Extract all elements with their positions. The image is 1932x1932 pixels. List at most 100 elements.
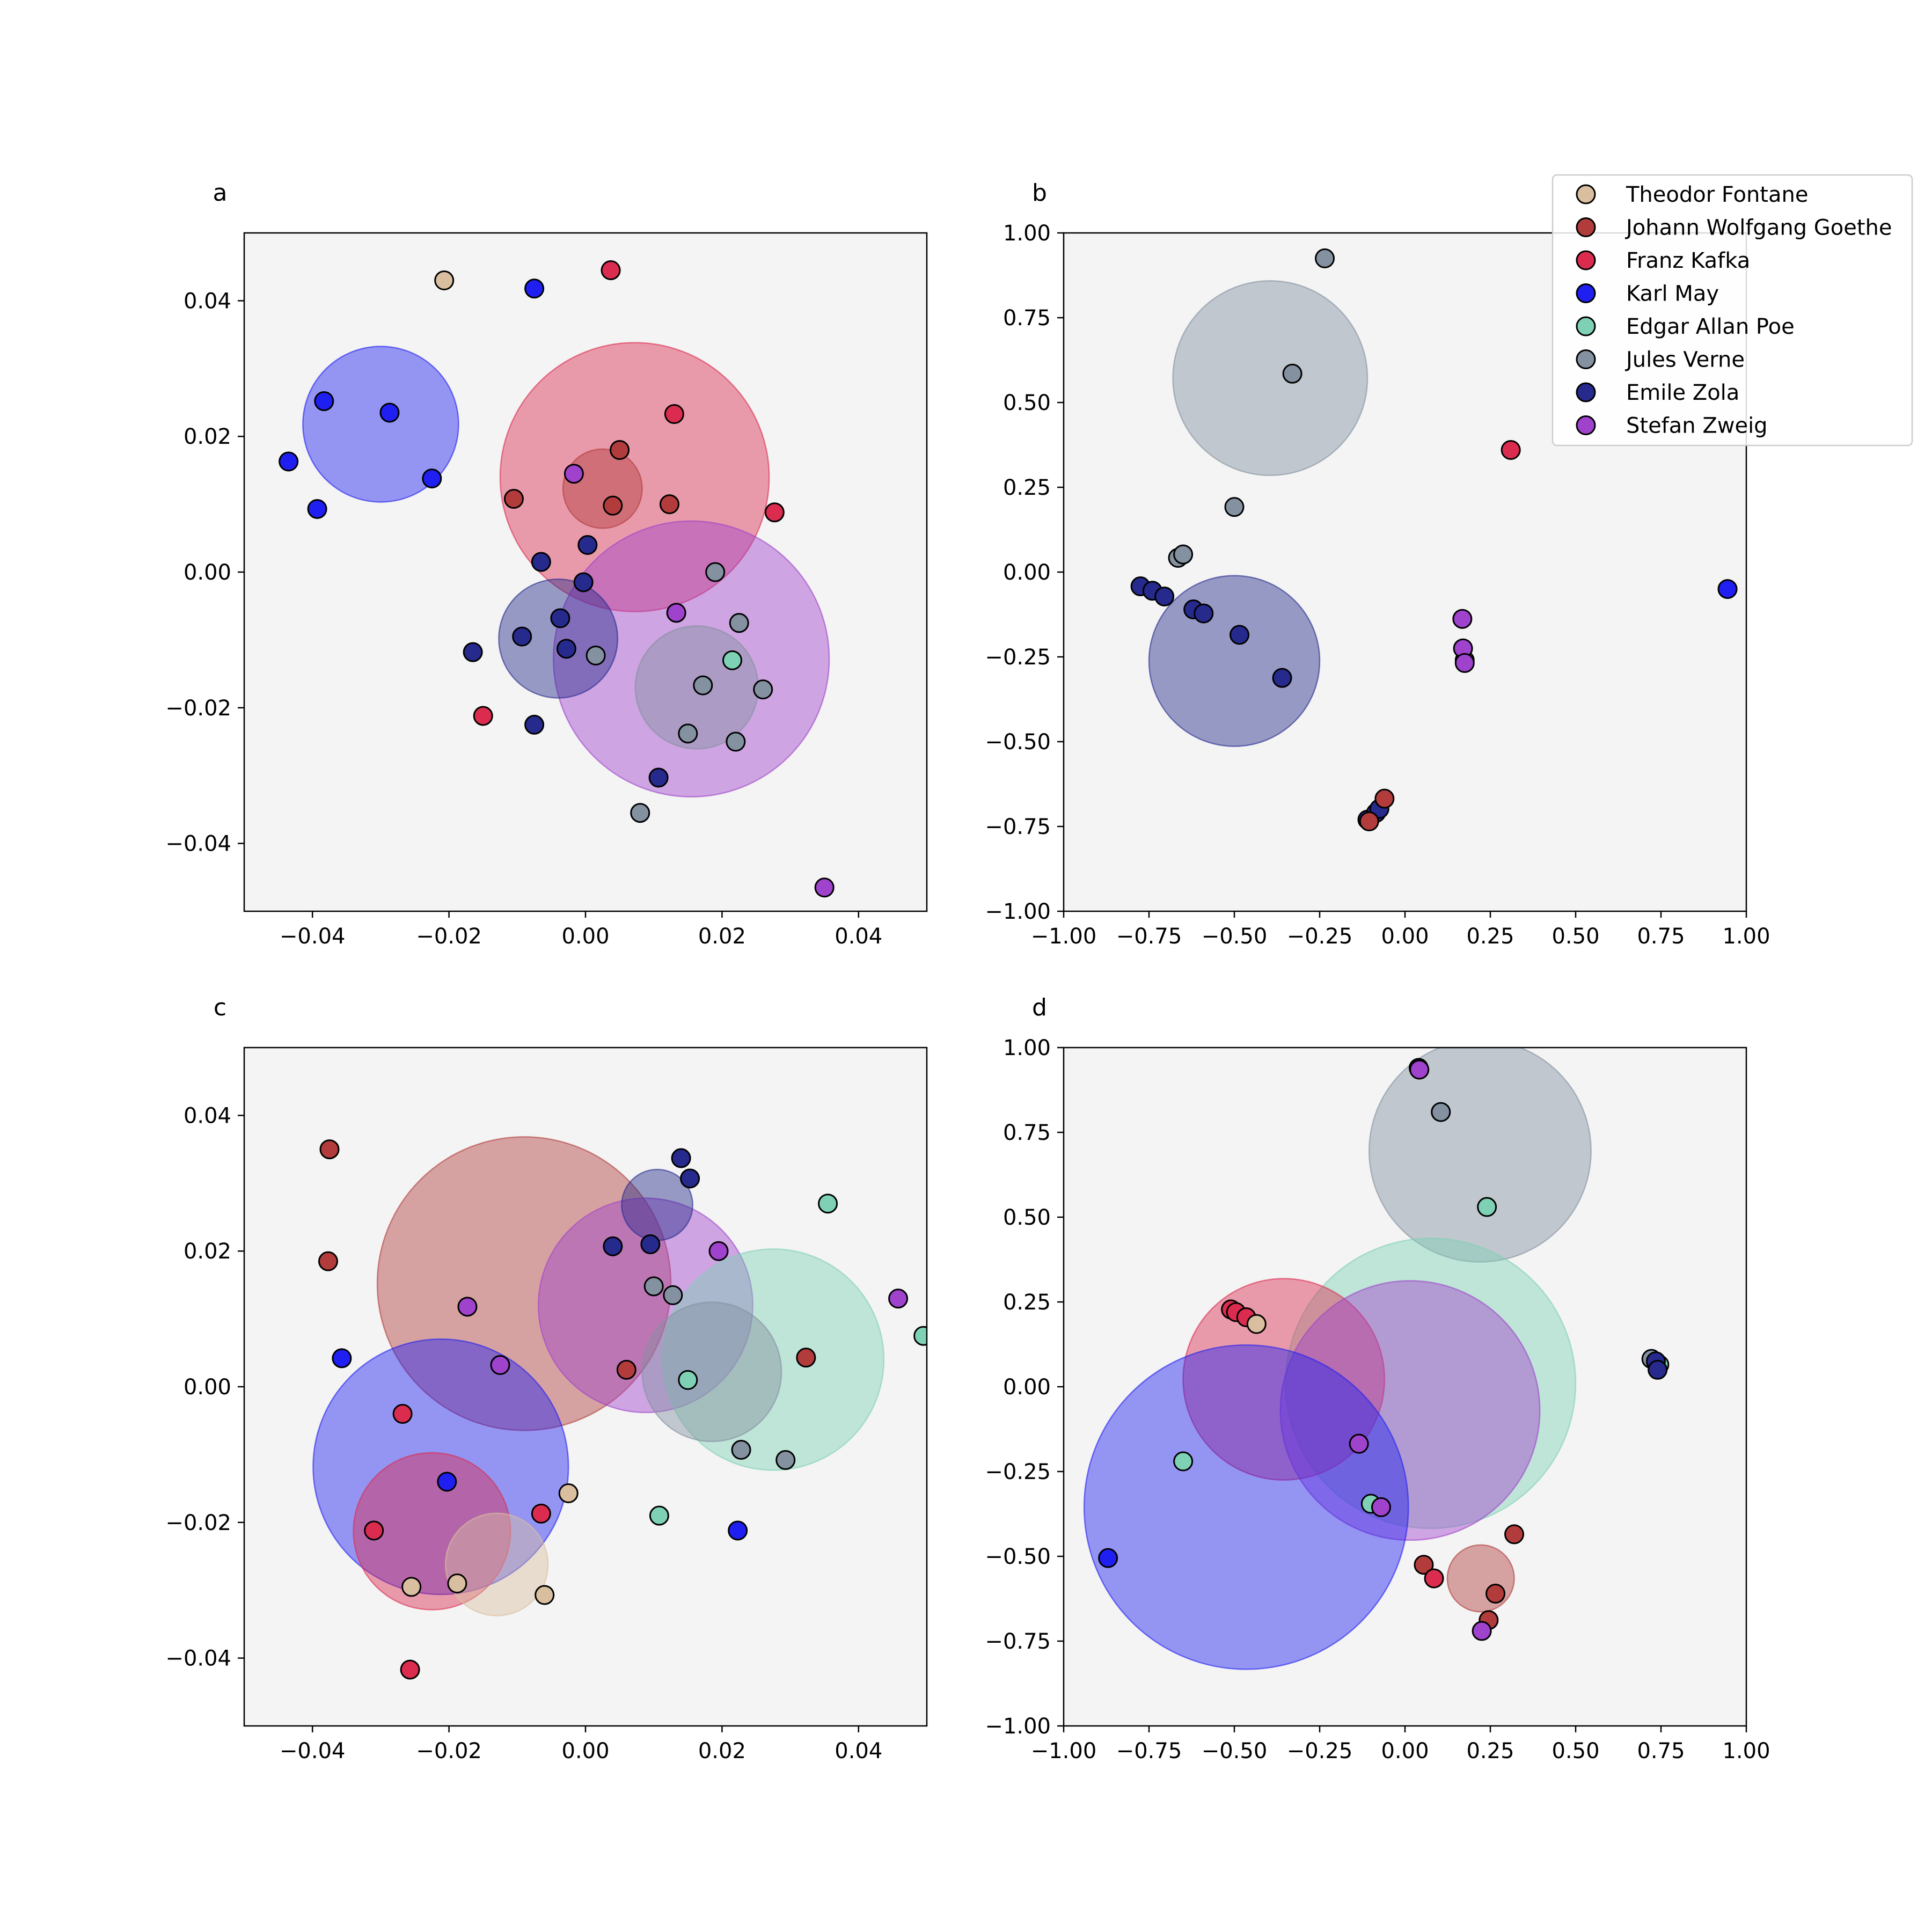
legend-label: Emile Zola: [1626, 380, 1739, 405]
plot-content-a: [279, 260, 835, 898]
plot-content-b: [1130, 248, 1738, 832]
panel-c: −0.04 −0.02 0.00 0.02 0.04 0.04 0.02 0.00 −0.02 −…: [165, 994, 928, 1763]
data-point-emile-zola: [680, 1168, 700, 1189]
y-tick-label: 1.00: [1003, 1036, 1051, 1060]
data-point-emile-zola: [671, 1148, 691, 1168]
data-point-jules-verne: [775, 1450, 796, 1470]
x-tick-label: −0.75: [1116, 1739, 1182, 1763]
data-point-emile-zola: [1194, 603, 1214, 624]
data-point-johann-wolfgang-goethe: [1504, 1524, 1525, 1545]
x-tick-label: 1.00: [1722, 924, 1770, 949]
data-point-stefan-zweig: [457, 1297, 478, 1317]
data-point-stefan-zweig: [564, 464, 584, 484]
data-point-karl-may: [1717, 579, 1738, 599]
data-point-stefan-zweig: [888, 1289, 909, 1309]
y-tick-label: 0.02: [184, 425, 231, 449]
cluster-circle-emile-zola: [1148, 575, 1321, 747]
legend-label: Jules Verne: [1624, 348, 1745, 372]
cluster-circle-theodor-fontane: [444, 1512, 549, 1616]
cluster-circle-stefan-zweig: [552, 520, 830, 797]
plot-area-a: [244, 233, 927, 911]
legend-item-theodor-fontane: Theodor Fontane: [1576, 182, 1808, 207]
legend-item-karl-may: Karl May: [1576, 282, 1719, 306]
data-point-emile-zola: [512, 626, 532, 647]
cluster-circle-karl-may: [1083, 1344, 1409, 1670]
cluster-circle-jules-verne: [1368, 1048, 1592, 1263]
legend-label: Stefan Zweig: [1626, 414, 1768, 438]
legend-label: Johann Wolfgang Goethe: [1624, 216, 1892, 240]
legend: Theodor Fontane Johann Wolfgang Goethe Fra…: [1552, 174, 1913, 447]
data-point-johann-wolfgang-goethe: [319, 1139, 340, 1160]
data-point-stefan-zweig: [1472, 1621, 1492, 1641]
y-tick-label: −0.75: [985, 815, 1051, 839]
data-point-emile-zola: [550, 608, 570, 628]
data-point-jules-verne: [729, 613, 749, 633]
x-tick-label: 0.00: [1381, 1739, 1429, 1763]
data-point-emile-zola: [577, 535, 598, 555]
data-point-johann-wolfgang-goethe: [659, 494, 679, 515]
x-tick-label: 0.75: [1637, 924, 1685, 949]
y-tick-label: 0.75: [1003, 1121, 1051, 1145]
x-tick-label: −0.75: [1116, 924, 1182, 949]
data-point-jules-verne: [705, 562, 726, 582]
cluster-circle-jules-verne: [641, 1301, 782, 1443]
data-point-johann-wolfgang-goethe: [603, 495, 623, 516]
x-tick-label: 0.25: [1466, 1739, 1514, 1763]
data-point-karl-may: [279, 451, 299, 472]
x-tick-label: −0.50: [1202, 924, 1268, 949]
x-tick-label: −0.25: [1287, 1739, 1353, 1763]
x-tick-label: −0.50: [1202, 1739, 1268, 1763]
y-tick-label: 0.04: [184, 1103, 231, 1128]
legend-marker: [1576, 250, 1596, 270]
data-point-johann-wolfgang-goethe: [1485, 1584, 1506, 1604]
cluster-circle-emile-zola: [498, 578, 619, 699]
data-point-stefan-zweig: [1349, 1433, 1369, 1454]
data-point-jules-verne: [1315, 248, 1335, 268]
data-point-jules-verne: [693, 675, 713, 696]
x-tick-label: −1.00: [1031, 924, 1097, 949]
legend-item-johann-wolfgang-goethe: Johann Wolfgang Goethe: [1576, 216, 1892, 240]
data-point-emile-zola: [1154, 587, 1175, 607]
x-tick-label: 0.75: [1637, 1739, 1685, 1763]
data-point-karl-may: [379, 402, 400, 423]
data-point-jules-verne: [753, 679, 773, 700]
data-point-emile-zola: [648, 767, 669, 788]
data-point-emile-zola: [1272, 668, 1292, 688]
y-tick-label: −0.02: [165, 1511, 231, 1535]
cluster-circle-johann-wolfgang-goethe: [1446, 1544, 1515, 1613]
data-point-emile-zola: [531, 552, 551, 572]
y-tick-label: −1.00: [985, 1714, 1051, 1739]
cluster-circle-stefan-zweig: [1279, 1280, 1541, 1541]
data-point-franz-kafka: [601, 260, 621, 281]
data-point-jules-verne: [1282, 363, 1302, 384]
legend-marker: [1576, 382, 1596, 402]
x-tick-label: 0.04: [835, 924, 882, 949]
y-tick-label: −0.02: [165, 696, 231, 721]
data-point-stefan-zweig: [1409, 1059, 1430, 1080]
panel-label: a: [213, 179, 228, 207]
data-point-franz-kafka: [392, 1404, 413, 1424]
panel-label: b: [1032, 179, 1047, 207]
y-tick-label: −0.25: [985, 1460, 1051, 1484]
y-tick-label: −0.04: [165, 1646, 231, 1671]
data-point-johann-wolfgang-goethe: [1359, 811, 1379, 832]
legend-marker: [1576, 217, 1596, 237]
data-point-franz-kafka: [400, 1659, 420, 1680]
legend-item-stefan-zweig: Stefan Zweig: [1576, 414, 1768, 438]
y-tick-label: 0.02: [184, 1239, 231, 1264]
panel-d: −1.00 −0.75 −0.50 −0.25 0.00 0.25 0.50 0.75 1.00…: [985, 994, 1770, 1763]
data-point-stefan-zweig: [490, 1355, 510, 1375]
legend-box: [1552, 174, 1913, 447]
plot-area-c: [244, 1048, 927, 1726]
data-point-edgar-allan-poe: [722, 650, 742, 670]
data-point-franz-kafka: [664, 404, 684, 424]
y-tick-label: 0.04: [184, 289, 231, 313]
y-tick-label: −0.04: [165, 832, 231, 857]
data-point-emile-zola: [573, 572, 594, 592]
data-point-edgar-allan-poe: [818, 1194, 838, 1214]
cluster-circle-johann-wolfgang-goethe: [562, 448, 643, 529]
x-tick-label: 1.00: [1722, 1739, 1770, 1763]
data-point-emile-zola: [1648, 1359, 1668, 1380]
cluster-circle-karl-may: [302, 346, 459, 503]
legend-marker: [1576, 184, 1596, 204]
